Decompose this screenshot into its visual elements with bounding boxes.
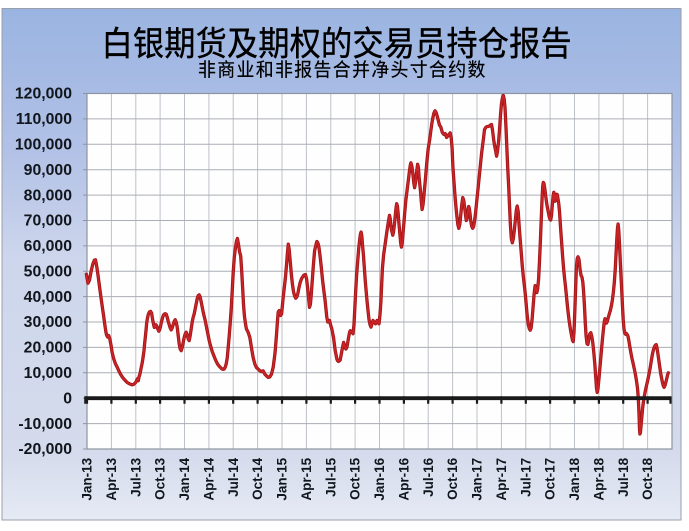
svg-text:Jan-17: Jan-17 <box>470 458 485 501</box>
svg-text:60,000: 60,000 <box>24 238 73 255</box>
svg-text:Apr-15: Apr-15 <box>299 457 314 500</box>
svg-text:Apr-14: Apr-14 <box>202 457 217 500</box>
svg-text:Jan-13: Jan-13 <box>80 457 95 500</box>
svg-text:110,000: 110,000 <box>16 111 72 128</box>
svg-text:Jan-14: Jan-14 <box>177 457 192 500</box>
svg-text:10,000: 10,000 <box>24 365 73 382</box>
svg-text:50,000: 50,000 <box>24 263 73 280</box>
svg-text:0: 0 <box>63 390 72 407</box>
svg-text:Jul-17: Jul-17 <box>518 458 533 497</box>
svg-text:20,000: 20,000 <box>24 340 73 357</box>
svg-text:Oct-16: Oct-16 <box>445 457 460 500</box>
svg-text:-10,000: -10,000 <box>18 416 72 433</box>
svg-text:Apr-13: Apr-13 <box>104 457 119 500</box>
svg-text:100,000: 100,000 <box>15 137 72 154</box>
svg-text:Jul-15: Jul-15 <box>323 457 338 497</box>
svg-text:Jan-18: Jan-18 <box>567 457 582 500</box>
svg-text:Oct-15: Oct-15 <box>348 457 363 500</box>
svg-text:Jul-13: Jul-13 <box>128 457 143 497</box>
svg-text:80,000: 80,000 <box>24 187 73 204</box>
svg-text:Jan-15: Jan-15 <box>275 457 290 500</box>
svg-text:Jul-16: Jul-16 <box>421 457 436 497</box>
svg-text:90,000: 90,000 <box>24 162 73 179</box>
svg-text:Oct-13: Oct-13 <box>153 457 168 500</box>
svg-text:Jul-18: Jul-18 <box>616 457 631 497</box>
svg-text:Oct-14: Oct-14 <box>250 457 265 500</box>
svg-text:Apr-16: Apr-16 <box>397 457 412 500</box>
svg-text:Apr-18: Apr-18 <box>592 457 607 500</box>
svg-text:Oct-18: Oct-18 <box>640 457 655 500</box>
svg-text:30,000: 30,000 <box>24 314 73 331</box>
svg-text:120,000: 120,000 <box>15 86 72 103</box>
svg-text:70,000: 70,000 <box>24 213 73 230</box>
svg-text:40,000: 40,000 <box>24 289 73 306</box>
svg-text:Apr-17: Apr-17 <box>494 458 509 501</box>
svg-text:Oct-17: Oct-17 <box>543 458 558 500</box>
svg-text:Jul-14: Jul-14 <box>226 457 241 497</box>
svg-text:Jan-16: Jan-16 <box>372 457 387 500</box>
svg-text:-20,000: -20,000 <box>18 441 72 458</box>
